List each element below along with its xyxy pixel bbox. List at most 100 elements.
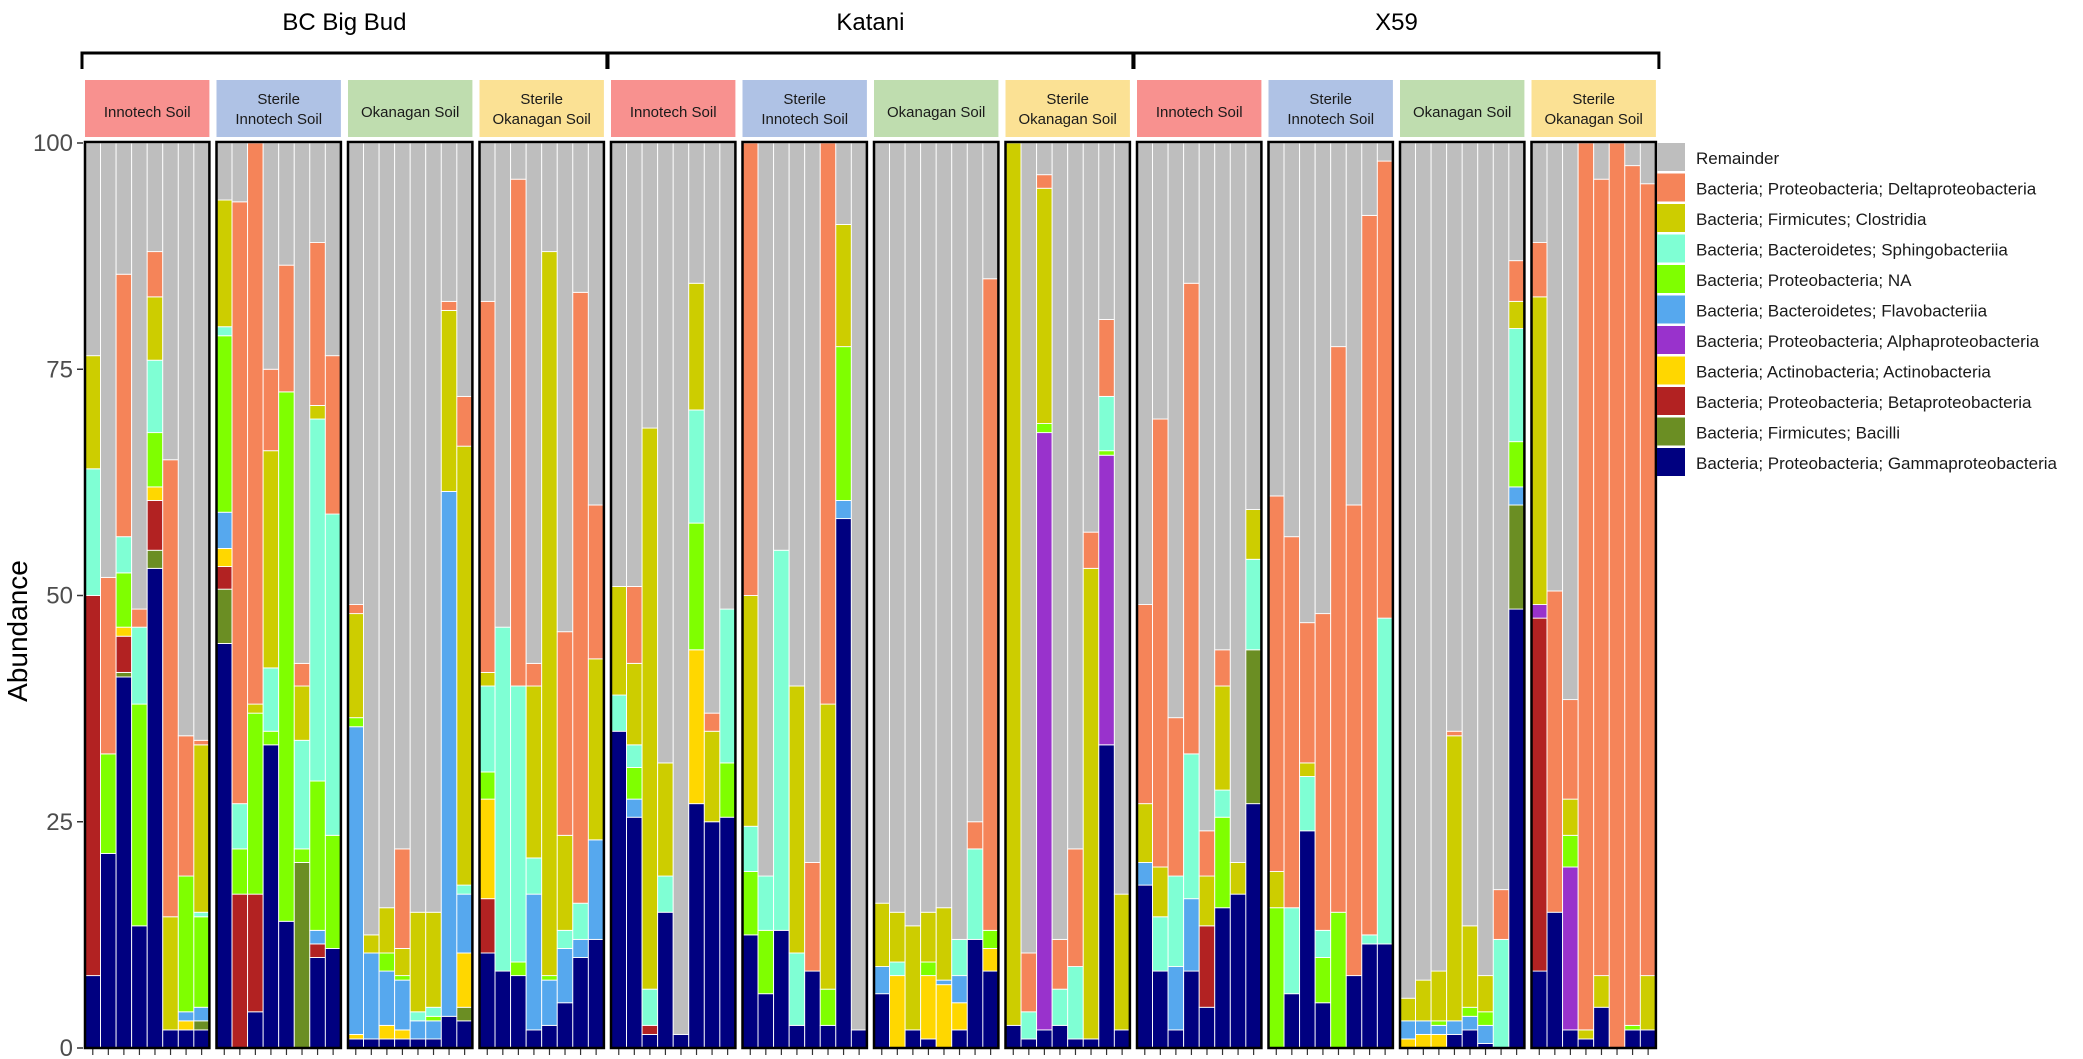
bar-segment	[247, 1011, 264, 1049]
legend-item: Bacteria; Firmicutes; Clostridia	[1657, 204, 1927, 232]
panel-border	[83, 140, 211, 1050]
stacked-bar	[193, 142, 210, 1049]
panel-border	[1398, 140, 1526, 1050]
bar-segment	[688, 522, 705, 651]
stacked-bar	[850, 142, 868, 1049]
stacked-bar	[1005, 142, 1022, 1049]
bar-segment	[394, 848, 411, 949]
stacked-bar	[494, 142, 512, 1049]
bar-segment	[1624, 1024, 1641, 1031]
bar-segment	[1577, 1029, 1595, 1040]
bar-segment	[193, 142, 210, 741]
bar-segment	[1461, 1015, 1479, 1031]
bar-segment	[216, 199, 233, 328]
stacked-bar	[742, 142, 759, 1049]
bar-segment	[510, 685, 527, 963]
bar-segment	[1639, 142, 1657, 185]
bar-segment	[1531, 970, 1548, 1049]
bar-segment	[1562, 699, 1579, 800]
bar-segment	[1067, 142, 1084, 850]
bar-segment	[293, 662, 311, 687]
bar-segment	[510, 178, 527, 687]
bar-segment	[231, 848, 249, 895]
bar-segment	[100, 753, 117, 854]
bar-segment	[1183, 970, 1200, 1049]
bar-segment	[347, 717, 365, 728]
bar-segment	[703, 142, 721, 714]
bar-segment	[1415, 142, 1432, 981]
stacked-bar	[525, 142, 543, 1049]
stacked-bar	[626, 142, 643, 1049]
bar-segment	[1376, 943, 1394, 1049]
stacked-bar	[146, 142, 164, 1049]
bar-segment	[394, 1038, 411, 1049]
panel	[872, 140, 1000, 1055]
bar-segment	[1152, 142, 1169, 420]
stacked-bar	[1376, 142, 1394, 1049]
bar-segment	[1198, 830, 1216, 877]
bar-segment	[541, 979, 558, 1026]
stacked-bar	[378, 142, 396, 1049]
bar-segment	[262, 142, 280, 370]
legend-item: Bacteria; Proteobacteria; Betaproteobact…	[1657, 387, 2032, 415]
bar-segment	[1198, 875, 1216, 927]
bar-segment	[873, 993, 891, 1049]
legend-swatch	[1657, 143, 1685, 171]
bar-segment	[1430, 1033, 1448, 1049]
bar-segment	[309, 780, 326, 931]
bar-segment	[556, 834, 574, 931]
bar-segment	[587, 938, 605, 1049]
bar-segment	[324, 513, 342, 836]
bar-segment	[966, 142, 984, 823]
bar-segment	[1152, 866, 1169, 918]
bar-segment	[610, 730, 628, 1049]
stacked-bar	[1639, 142, 1657, 1049]
bar-segment	[324, 948, 342, 1049]
bar-segment	[100, 852, 117, 1049]
bar-segment	[1214, 142, 1231, 651]
bar-segment	[1136, 862, 1154, 886]
bar-segment	[951, 938, 968, 977]
bar-segment	[278, 142, 295, 266]
bar-segment	[1098, 450, 1115, 456]
bar-segment	[572, 142, 589, 293]
bar-segment	[216, 588, 233, 644]
treatment-strip	[348, 80, 473, 137]
stacked-bar	[1361, 142, 1378, 1049]
bar-segment	[757, 875, 775, 931]
stacked-bar	[920, 142, 937, 1049]
bar-segment	[626, 798, 643, 818]
bar-segment	[1415, 1020, 1432, 1035]
bar-segment	[84, 142, 102, 357]
stacked-bar	[347, 142, 365, 1049]
bar-segment	[1245, 649, 1262, 805]
bar-segment	[1376, 142, 1394, 162]
panel	[215, 140, 343, 1055]
treatment-label: Okanagan Soil	[1413, 104, 1511, 121]
y-tick-label: 0	[60, 1035, 73, 1059]
bar-segment	[1167, 875, 1185, 967]
bar-segment	[1283, 993, 1301, 1049]
bar-segment	[525, 142, 543, 664]
bar-segment	[309, 405, 326, 420]
bar-segment	[262, 730, 280, 746]
bar-segment	[479, 671, 496, 687]
legend-label: Bacteria; Proteobacteria; Alphaproteobac…	[1696, 332, 2040, 351]
bar-segment	[982, 970, 999, 1049]
bar-segment	[177, 735, 195, 877]
stacked-bar	[1562, 142, 1579, 1049]
bar-segment	[1477, 1011, 1494, 1026]
stacked-bar	[216, 142, 233, 1049]
bar-segment	[742, 871, 759, 936]
panel	[741, 140, 869, 1055]
bar-segment	[440, 1015, 458, 1049]
stacked-bar	[641, 142, 659, 1049]
bar-segment	[409, 1020, 427, 1040]
panel-border	[1530, 140, 1658, 1050]
stacked-bar	[363, 142, 380, 1049]
bar-segment	[100, 142, 117, 578]
bar-segment	[835, 518, 852, 1049]
treatment-strip	[216, 80, 341, 137]
bar-segment	[873, 902, 891, 968]
bar-segment	[131, 925, 148, 1049]
